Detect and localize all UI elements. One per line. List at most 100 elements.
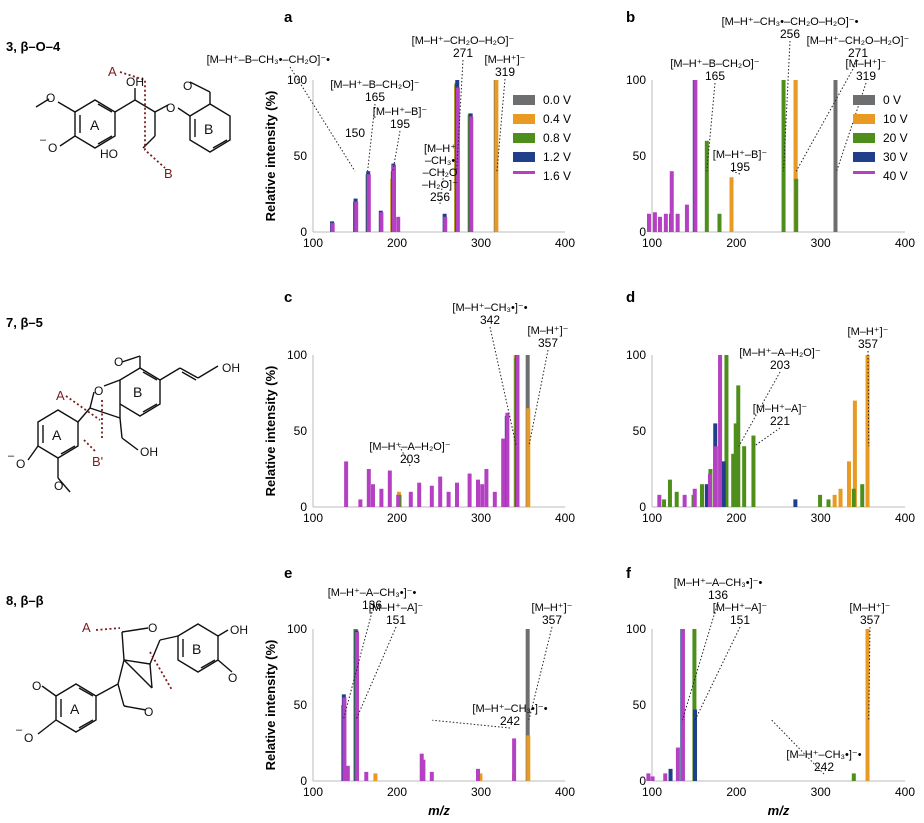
bar-40V xyxy=(646,773,651,781)
bar-16V xyxy=(358,499,363,507)
annotation-label: [M–H⁺–CH₃•–CH₂O–H₂O]⁻• xyxy=(722,16,859,28)
bar-16V xyxy=(355,632,360,781)
bar-30V xyxy=(668,768,673,781)
bar-16V xyxy=(330,222,335,232)
x-tick-label: 100 xyxy=(642,511,662,525)
annotation-label: [M–H⁺]⁻ xyxy=(846,58,887,70)
annotation-value: 319 xyxy=(856,69,876,83)
annotation-label: [M–H⁺–A–CH₃•]⁻• xyxy=(328,587,417,599)
legend-label: 1.6 V xyxy=(543,169,571,183)
annotation-value: 136 xyxy=(362,598,382,612)
structure-beta-beta-fragments xyxy=(95,627,173,691)
s1-o-methoxy-left: O xyxy=(46,91,55,105)
bar-04V xyxy=(478,773,483,781)
annotation-label: [M–H⁺–CH₃•]⁻• xyxy=(472,703,547,715)
bar-20V xyxy=(733,423,738,507)
x-tick-label: 400 xyxy=(555,511,575,525)
annotation-value: 151 xyxy=(386,613,406,627)
annotation-value: 195 xyxy=(730,160,750,174)
legend-swatch xyxy=(853,114,875,124)
annotation-leader xyxy=(731,170,741,175)
bar-30V xyxy=(704,484,709,507)
s3-ring-b: B xyxy=(192,641,201,657)
annotation-leader xyxy=(753,427,781,447)
legend-swatch xyxy=(853,133,875,143)
structure-beta-5 xyxy=(27,355,219,493)
bar-04V xyxy=(494,80,499,232)
annotation-label: [M–H⁺–CH₂O–H₂O]⁻ xyxy=(807,35,910,47)
x-tick-label: 300 xyxy=(811,785,831,799)
annotation-leader xyxy=(489,326,517,447)
bar-40V xyxy=(657,494,662,507)
x-tick-label: 400 xyxy=(555,236,575,250)
s3-o-bot: O xyxy=(144,705,153,719)
bar-30V xyxy=(721,461,726,507)
bar-20V xyxy=(724,355,729,507)
y-tick-label: 0 xyxy=(639,774,646,788)
structure-beta-5-fragments xyxy=(65,395,103,453)
y-axis-label: Relative intensity (%) xyxy=(263,91,278,222)
s1-ring-b: B xyxy=(204,121,213,137)
annotation-label: [M–H⁺–A]⁻ xyxy=(369,602,424,614)
bar-16V xyxy=(476,768,480,781)
bar-16V xyxy=(429,485,434,507)
bar-20V xyxy=(731,453,736,507)
x-tick-label: 300 xyxy=(471,236,491,250)
s1-frag-b: B xyxy=(164,166,173,181)
bar-40V xyxy=(650,776,655,781)
annotation-label: [M–H⁺–CH₃•]⁻• xyxy=(452,302,527,314)
bar-20V xyxy=(794,178,799,232)
annotation-value: 342 xyxy=(480,313,500,327)
y-tick-label: 0 xyxy=(639,225,646,239)
x-tick-label: 200 xyxy=(726,785,746,799)
bar-30V xyxy=(693,709,698,781)
annotation-label: –H₂O]⁻ xyxy=(422,179,458,191)
annotation-value: 195 xyxy=(390,117,410,131)
panel-label-b: b xyxy=(626,9,635,26)
legend-label: 0.8 V xyxy=(543,131,571,145)
x-tick-label: 400 xyxy=(895,785,915,799)
bar-10V xyxy=(832,494,837,507)
s1-minus: – xyxy=(40,134,47,146)
annotation-leader xyxy=(706,82,716,172)
annotation-label: [M–H⁺]⁻ xyxy=(850,602,891,614)
bar-0V xyxy=(833,80,838,232)
bar-40V xyxy=(652,212,657,232)
bar-16V xyxy=(379,212,384,232)
bar-30V xyxy=(793,499,798,507)
x-tick-label: 100 xyxy=(303,511,323,525)
annotation-value: 221 xyxy=(770,414,790,428)
x-tick-label: 300 xyxy=(471,511,491,525)
y-tick-label: 50 xyxy=(294,424,308,438)
annotation-label: [M–H⁺–B]⁻ xyxy=(713,149,768,161)
s2-o-methoxy-low: O xyxy=(54,479,63,493)
s3-o-top: O xyxy=(148,621,157,635)
bar-40V xyxy=(646,213,651,232)
bar-04V xyxy=(526,735,531,781)
s3-o-minus: O xyxy=(24,731,33,745)
bar-40V xyxy=(682,494,687,507)
legend-swatch xyxy=(513,152,535,162)
annotation-label: [M–H⁺–A–CH₃•]⁻• xyxy=(674,577,763,589)
x-tick-label: 200 xyxy=(726,511,746,525)
annotation-label: [M–H⁺–B–CH₂O]⁻ xyxy=(330,79,419,91)
bar-40V xyxy=(693,80,698,232)
bar-20V xyxy=(818,494,823,507)
bar-16V xyxy=(396,494,401,507)
s1-o-link: O xyxy=(166,101,175,115)
s3-frag-a: A xyxy=(82,620,91,635)
bar-16V xyxy=(501,438,506,507)
bar-16V xyxy=(476,479,480,507)
bar-20V xyxy=(742,446,747,507)
annotation-label: [M–H⁺–A–H₂O]⁻ xyxy=(369,441,450,453)
bar-20V xyxy=(692,629,697,781)
x-axis-label: m/z xyxy=(768,803,790,818)
annotation-leader xyxy=(771,719,825,775)
annotation-value: 203 xyxy=(770,358,790,372)
annotation-value: 242 xyxy=(500,714,520,728)
bar-16V xyxy=(467,473,472,507)
row-label-1: 3, β–O–4 xyxy=(6,39,61,54)
bar-16V xyxy=(396,216,401,232)
bar-40V xyxy=(663,213,668,232)
